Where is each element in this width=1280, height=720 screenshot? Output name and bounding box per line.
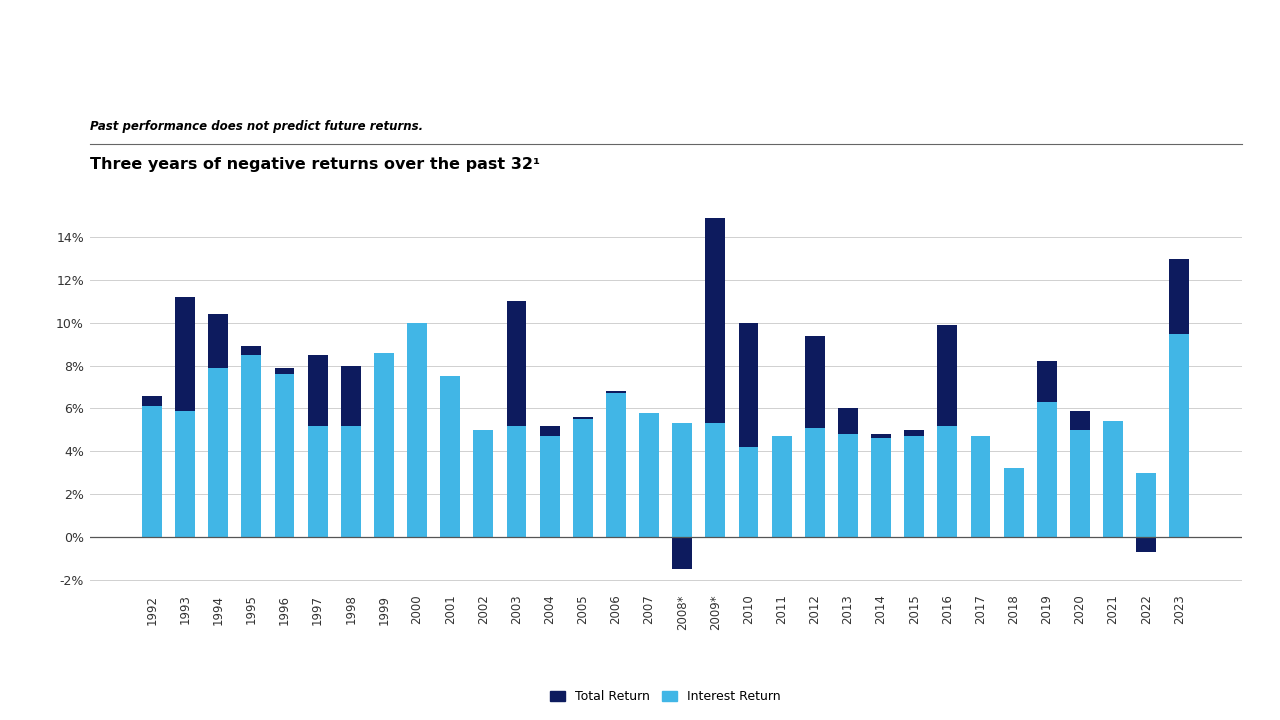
Bar [507, 426, 526, 537]
Bar [307, 426, 328, 537]
Bar [540, 436, 559, 537]
Bar [739, 447, 758, 537]
Bar [872, 438, 891, 537]
Bar [175, 297, 195, 537]
Bar [672, 537, 692, 569]
Bar [772, 436, 791, 537]
Bar [142, 406, 161, 537]
Bar [474, 474, 493, 537]
Bar [142, 395, 161, 537]
Bar [507, 302, 526, 537]
Bar [440, 430, 460, 537]
Bar [474, 430, 493, 537]
Bar [605, 393, 626, 537]
Bar [374, 353, 394, 537]
Bar [639, 413, 659, 537]
Legend: Total Return, Interest Return: Total Return, Interest Return [544, 684, 787, 709]
Bar [209, 368, 228, 537]
Bar [1170, 258, 1189, 537]
Bar [705, 218, 726, 537]
Bar [904, 430, 924, 537]
Bar [739, 323, 758, 537]
Bar [307, 355, 328, 537]
Bar [340, 426, 361, 537]
Bar [1037, 361, 1057, 537]
Bar [407, 430, 428, 537]
Bar [573, 419, 593, 537]
Text: Three years of negative returns over the past 32¹: Three years of negative returns over the… [90, 157, 540, 172]
Bar [407, 323, 428, 537]
Bar [937, 426, 957, 537]
Bar [242, 346, 261, 537]
Bar [937, 325, 957, 537]
Bar [838, 434, 858, 537]
Bar [805, 428, 824, 537]
Bar [772, 436, 791, 537]
Bar [970, 436, 991, 537]
Bar [573, 417, 593, 537]
Bar [838, 408, 858, 537]
Bar [872, 434, 891, 537]
Bar [1037, 402, 1057, 537]
Bar [209, 314, 228, 537]
Bar [374, 353, 394, 537]
Bar [1170, 333, 1189, 537]
Bar [274, 374, 294, 537]
Bar [1004, 469, 1024, 537]
Bar [605, 392, 626, 537]
Bar [805, 336, 824, 537]
Bar [340, 366, 361, 537]
Bar [1004, 469, 1024, 537]
Bar [639, 413, 659, 537]
Bar [1103, 421, 1123, 537]
Bar [1137, 472, 1156, 537]
Bar [1103, 421, 1123, 537]
Bar [672, 423, 692, 537]
Bar [274, 368, 294, 537]
Bar [242, 355, 261, 537]
Bar [904, 436, 924, 537]
Text: Past performance does not predict future returns.: Past performance does not predict future… [90, 120, 422, 133]
Bar [705, 423, 726, 537]
Bar [175, 410, 195, 537]
Bar [440, 377, 460, 537]
Bar [540, 426, 559, 537]
Bar [1070, 430, 1089, 537]
Bar [1137, 537, 1156, 552]
Bar [1070, 410, 1089, 537]
Bar [970, 436, 991, 537]
